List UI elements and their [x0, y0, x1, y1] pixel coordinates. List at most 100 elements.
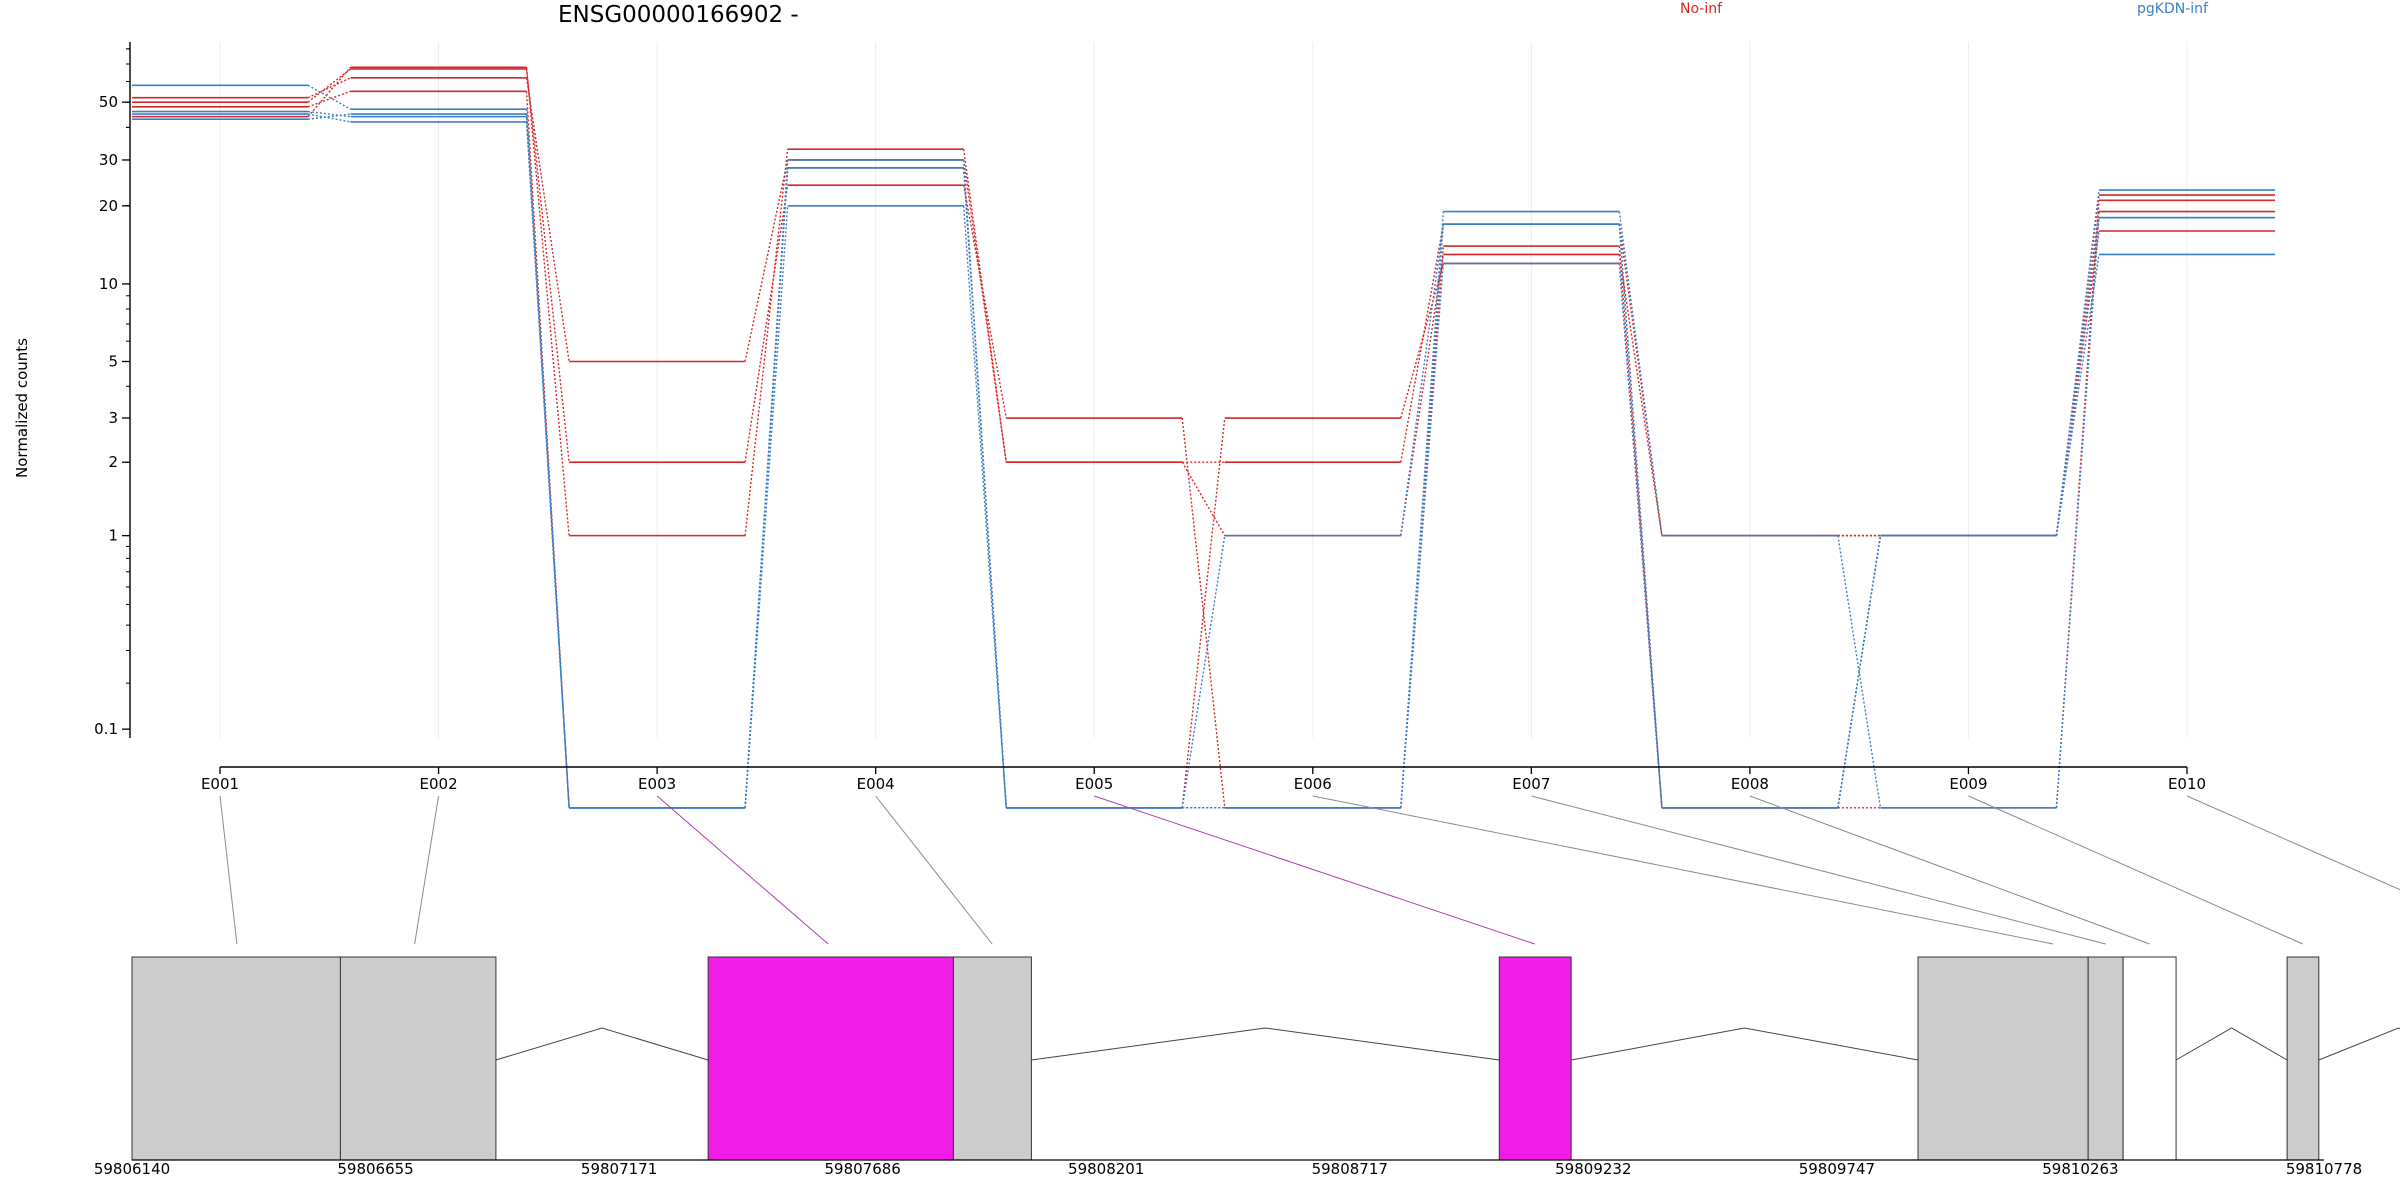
series-connector: [1181, 417, 1226, 808]
series-lines: [132, 66, 2275, 809]
y-tick-label: 50: [99, 93, 118, 111]
y-tick-label: 10: [99, 275, 118, 293]
series-connector: [307, 66, 352, 118]
series-connector: [962, 159, 1007, 463]
series-connector: [962, 205, 1007, 808]
series-connector: [307, 84, 351, 110]
series-connector: [1618, 263, 1663, 808]
series-6-pgkdn-inf: [132, 110, 2275, 809]
connector-e001: [219, 795, 238, 945]
genome-tick-label: 59807171: [581, 1160, 657, 1178]
series-1-no-inf: [132, 66, 2275, 537]
genome-axis: 59806140 59806655 59807171 59807686 59808201…: [94, 1159, 2362, 1178]
x-tick-label-e001: E001: [201, 775, 239, 793]
intron-3: [1571, 1027, 1919, 1061]
genome-tick-label: 59808717: [1312, 1160, 1388, 1178]
series-connector: [1400, 263, 1445, 808]
series-connector: [744, 205, 789, 808]
series-connector: [1400, 224, 1445, 808]
connector-e002: [414, 795, 440, 945]
x-tick-label-e008: E008: [1731, 775, 1769, 793]
x-tick-label-e010: E010: [2168, 775, 2206, 793]
gene-model: [131, 956, 2400, 1161]
exon-block-5: [1498, 956, 1572, 1161]
genome-tick-label: 59808201: [1068, 1160, 1144, 1178]
series-connector: [962, 167, 1007, 808]
series-connector: [1618, 211, 1663, 536]
series-connector: [2055, 254, 2100, 536]
x-tick-label-e005: E005: [1075, 775, 1113, 793]
connector-e008: [1749, 795, 2150, 945]
genome-tick-label: 59810263: [2042, 1160, 2118, 1178]
series-connector: [1400, 263, 1445, 419]
series-connector: [2055, 230, 2100, 536]
series-connector: [1618, 254, 1663, 536]
series-4-no-inf: [132, 90, 2275, 809]
chart-title: ENSG00000166902 -: [558, 2, 799, 28]
connector-e003: [656, 795, 829, 945]
connector-e005: [1094, 795, 1535, 945]
y-axis-label: Normalized counts: [13, 338, 31, 478]
genome-tick-label: 59809232: [1555, 1160, 1631, 1178]
series-8-pgkdn-inf: [132, 113, 2275, 809]
x-tick-label-e006: E006: [1294, 775, 1332, 793]
series-connector: [307, 113, 351, 123]
series-connector: [1400, 254, 1445, 536]
series-connector: [307, 77, 351, 99]
y-tick-label: 3: [108, 409, 118, 427]
series-3-no-inf: [132, 76, 2275, 537]
series-connector: [744, 149, 789, 536]
series-connector: [525, 68, 570, 463]
series-5-pgkdn-inf: [132, 84, 2275, 809]
connector-e010: [2186, 795, 2400, 891]
series-connector: [2055, 217, 2100, 536]
intron-2: [1031, 1027, 1500, 1061]
genome-tick-label: 59806655: [337, 1160, 413, 1178]
exon-block-3: [707, 956, 954, 1161]
intron-4: [2175, 1027, 2288, 1061]
connector-e009: [1968, 795, 2303, 945]
series-connector: [307, 113, 351, 120]
series-connector: [525, 116, 570, 808]
exon-block-2: [339, 956, 497, 1161]
connector-e006: [1312, 795, 2054, 945]
series-connector: [2055, 217, 2100, 808]
exon-block-7: [2087, 956, 2124, 1161]
series-connector: [307, 68, 351, 103]
x-tick-label-e004: E004: [857, 775, 895, 793]
series-connector: [525, 121, 570, 808]
y-tick-label: 1: [108, 527, 118, 545]
intron-1: [495, 1027, 709, 1061]
series-connector: [962, 185, 1007, 419]
x-tick-label-e007: E007: [1512, 775, 1550, 793]
legend-no-inf: No-inf: [1680, 1, 1723, 17]
axes: 0.1 1 2 3 5 10 20 30 50 E001 E002 E003 E004 E005 E006 E…: [94, 42, 2206, 793]
x-tick-label-e009: E009: [1949, 775, 1987, 793]
connector-e007: [1531, 795, 2106, 945]
x-tick-label-e003: E003: [638, 775, 676, 793]
series-2-no-inf: [132, 68, 2275, 809]
x-tick-label-e002: E002: [420, 775, 458, 793]
y-tick-label: 5: [108, 353, 118, 371]
y-tick-label: 2: [108, 453, 118, 471]
series-connector: [1181, 535, 1226, 808]
genome-tick-label: 59807686: [824, 1160, 900, 1178]
exon-block-4: [952, 956, 1032, 1161]
series-connector: [1837, 535, 1882, 808]
grid-lines: [219, 42, 2188, 738]
exon-block-8: [2122, 956, 2177, 1161]
exon-connectors: [219, 795, 2400, 945]
legend-pgkdn-inf: pgKDN-inf: [2137, 1, 2209, 17]
series-7-pgkdn-inf: [132, 113, 2275, 809]
series-connector: [307, 90, 351, 108]
series-connector: [307, 110, 351, 118]
series-connector: [744, 167, 789, 808]
series-connector: [2055, 194, 2100, 536]
connector-e004: [875, 795, 993, 945]
series-connector: [1400, 224, 1445, 536]
exon-block-6: [1917, 956, 2089, 1161]
series-connector: [744, 185, 789, 463]
intron-5: [2318, 1027, 2400, 1061]
y-tick-label: 30: [99, 151, 118, 169]
